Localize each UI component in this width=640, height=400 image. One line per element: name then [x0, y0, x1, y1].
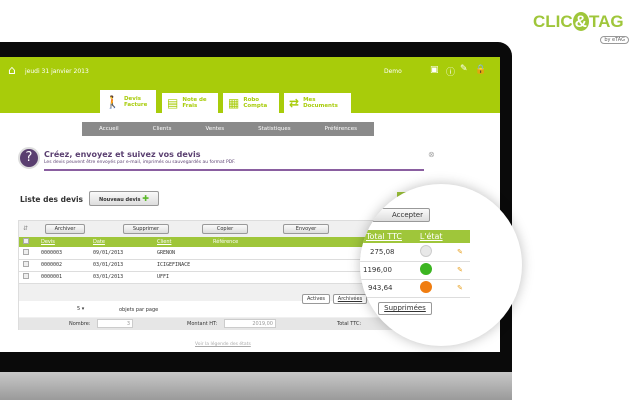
table-row[interactable]: 1196,00 ✎	[360, 261, 470, 280]
contact-card-icon[interactable]: ▣	[430, 65, 439, 75]
col-reference: Référence	[209, 237, 289, 247]
table-row[interactable]: 275,08 ✎	[360, 243, 470, 262]
row-checkbox[interactable]	[23, 261, 29, 267]
cell-ref	[209, 259, 289, 272]
subnav-preferences[interactable]: Préférences	[324, 126, 357, 132]
cell-ref	[209, 271, 289, 284]
current-date: jeudi 31 janvier 2013	[25, 68, 89, 75]
subnav-clients[interactable]: Clients	[152, 126, 172, 132]
row-checkbox[interactable]	[23, 273, 29, 279]
info-icon[interactable]: ⓘ	[446, 68, 456, 78]
cell-ttc: 943,64	[360, 279, 416, 298]
tab-label: Compta	[243, 103, 268, 109]
sort-icon: ⇵	[23, 225, 29, 232]
info-title: Créez, envoyez et suivez vos devis	[44, 150, 201, 159]
accept-button[interactable]: Accepter	[372, 208, 430, 222]
count-field: 3	[97, 319, 133, 328]
cell-devis: 0000002	[37, 259, 89, 272]
calculator-icon: ▦	[228, 96, 240, 110]
cell-ref	[209, 247, 289, 260]
tab-note-de-frais[interactable]: ▤ Note de Frais	[162, 93, 218, 113]
subnav-statistiques[interactable]: Statistiques	[258, 126, 291, 132]
grid-white-area	[19, 301, 437, 317]
zoomed-table: Total TTC L'état 275,08 ✎ 1196,00 ✎ 943,64 ✎	[360, 230, 470, 298]
cell-client: ICIGEFINACE	[153, 259, 209, 272]
wrench-icon[interactable]: ✎	[460, 64, 468, 74]
new-quote-label: Nouveau devis	[99, 197, 141, 203]
col-date[interactable]: Date	[89, 237, 153, 247]
status-dot	[419, 281, 432, 293]
cell-client: GRENON	[153, 247, 209, 260]
tab-robo-compta[interactable]: ▦ Robo Compta	[223, 93, 279, 113]
cell-client: UFFI	[153, 271, 209, 284]
lock-icon[interactable]: 🔒	[475, 65, 487, 75]
sub-navigation: Accueil Clients Ventes Statistiques Préf…	[82, 122, 374, 136]
edit-icon[interactable]: ✎	[453, 279, 470, 298]
tab-label: Note de	[182, 97, 207, 103]
row-checkbox[interactable]	[23, 248, 29, 255]
select-all-checkbox[interactable]	[23, 238, 29, 244]
copy-button[interactable]: Copier	[202, 224, 248, 234]
person-icon: 🚶	[105, 94, 120, 109]
filter-supprimees[interactable]: Supprimées	[378, 302, 432, 315]
col-etat[interactable]: L'état	[415, 230, 454, 243]
edit-icon[interactable]: ✎	[453, 261, 470, 280]
tab-label: Frais	[182, 103, 198, 109]
page-size-select[interactable]: 5 ▾	[77, 306, 85, 312]
close-icon[interactable]: ⊗	[428, 150, 435, 159]
list-title: Liste des devis	[20, 195, 84, 204]
filter-actives[interactable]: Actives	[302, 294, 330, 304]
col-total-ttc[interactable]: Total TTC	[360, 230, 416, 243]
cell-date: 03/01/2013	[89, 271, 153, 284]
edit-icon[interactable]: ✎	[453, 243, 470, 262]
subnav-ventes[interactable]: Ventes	[205, 126, 225, 132]
cell-ttc: 275,08	[360, 243, 416, 262]
cell-date: 09/01/2013	[89, 247, 153, 260]
user-name[interactable]: Demo	[384, 68, 402, 75]
monitor-stand	[0, 372, 512, 400]
page-size-label: objets par page	[119, 307, 159, 313]
info-banner: ? Créez, envoyez et suivez vos devis Les…	[18, 147, 435, 173]
document-icon: ▤	[167, 96, 179, 110]
arrows-icon: ⇄	[289, 96, 300, 110]
tab-devis-facture[interactable]: 🚶 Devis Facture	[100, 90, 156, 113]
col-devis[interactable]: Devis	[37, 237, 89, 247]
help-icon: ?	[18, 147, 40, 169]
count-label: Nombre:	[69, 321, 91, 327]
tab-mes-documents[interactable]: ⇄ Mes Documents	[284, 93, 351, 113]
status-dot	[419, 244, 432, 257]
archive-button[interactable]: Archiver	[45, 224, 85, 234]
delete-button[interactable]: Supprimer	[123, 224, 169, 234]
cell-date: 03/01/2013	[89, 259, 153, 272]
divider	[44, 169, 424, 171]
table-row[interactable]: 943,64 ✎	[360, 279, 470, 298]
total-ht-label: Montant HT:	[187, 321, 218, 327]
cell-devis: 0000001	[37, 271, 89, 284]
col-client[interactable]: Client	[153, 237, 209, 247]
magnifier: Accepter Total TTC L'état 275,08 ✎ 1196,00…	[360, 184, 522, 346]
home-icon[interactable]: ⌂	[8, 63, 16, 77]
plus-icon: ✚	[142, 194, 149, 203]
cell-ttc: 1196,00	[360, 261, 416, 280]
tab-label: Devis	[123, 95, 141, 102]
totals-bar: Nombre: 3 Montant HT: 2019,00 Total TTC:	[19, 318, 437, 330]
tab-label: Documents	[303, 103, 338, 109]
logo: CLIC & TAG by eTAG	[533, 12, 633, 48]
tab-label: Facture	[123, 101, 148, 108]
legend-link[interactable]: Voir la légende des états	[195, 342, 251, 347]
info-text: Les devis peuvent être envoyés par e-mai…	[44, 160, 236, 165]
tab-label: Mes	[303, 97, 316, 103]
send-button[interactable]: Envoyer	[283, 224, 329, 234]
header: ⌂ jeudi 31 janvier 2013 Demo ▣ ⓘ ✎ 🔒 🚶 De…	[0, 57, 500, 113]
total-ttc-label: Total TTC:	[337, 321, 362, 327]
status-dot	[419, 263, 432, 275]
page-size-value: 5	[77, 306, 81, 312]
total-ht-field: 2019,00	[224, 319, 276, 328]
subnav-accueil[interactable]: Accueil	[99, 126, 119, 132]
tab-label: Robo	[243, 97, 260, 103]
new-quote-button[interactable]: Nouveau devis ✚	[89, 191, 159, 206]
cell-devis: 0000003	[37, 247, 89, 260]
